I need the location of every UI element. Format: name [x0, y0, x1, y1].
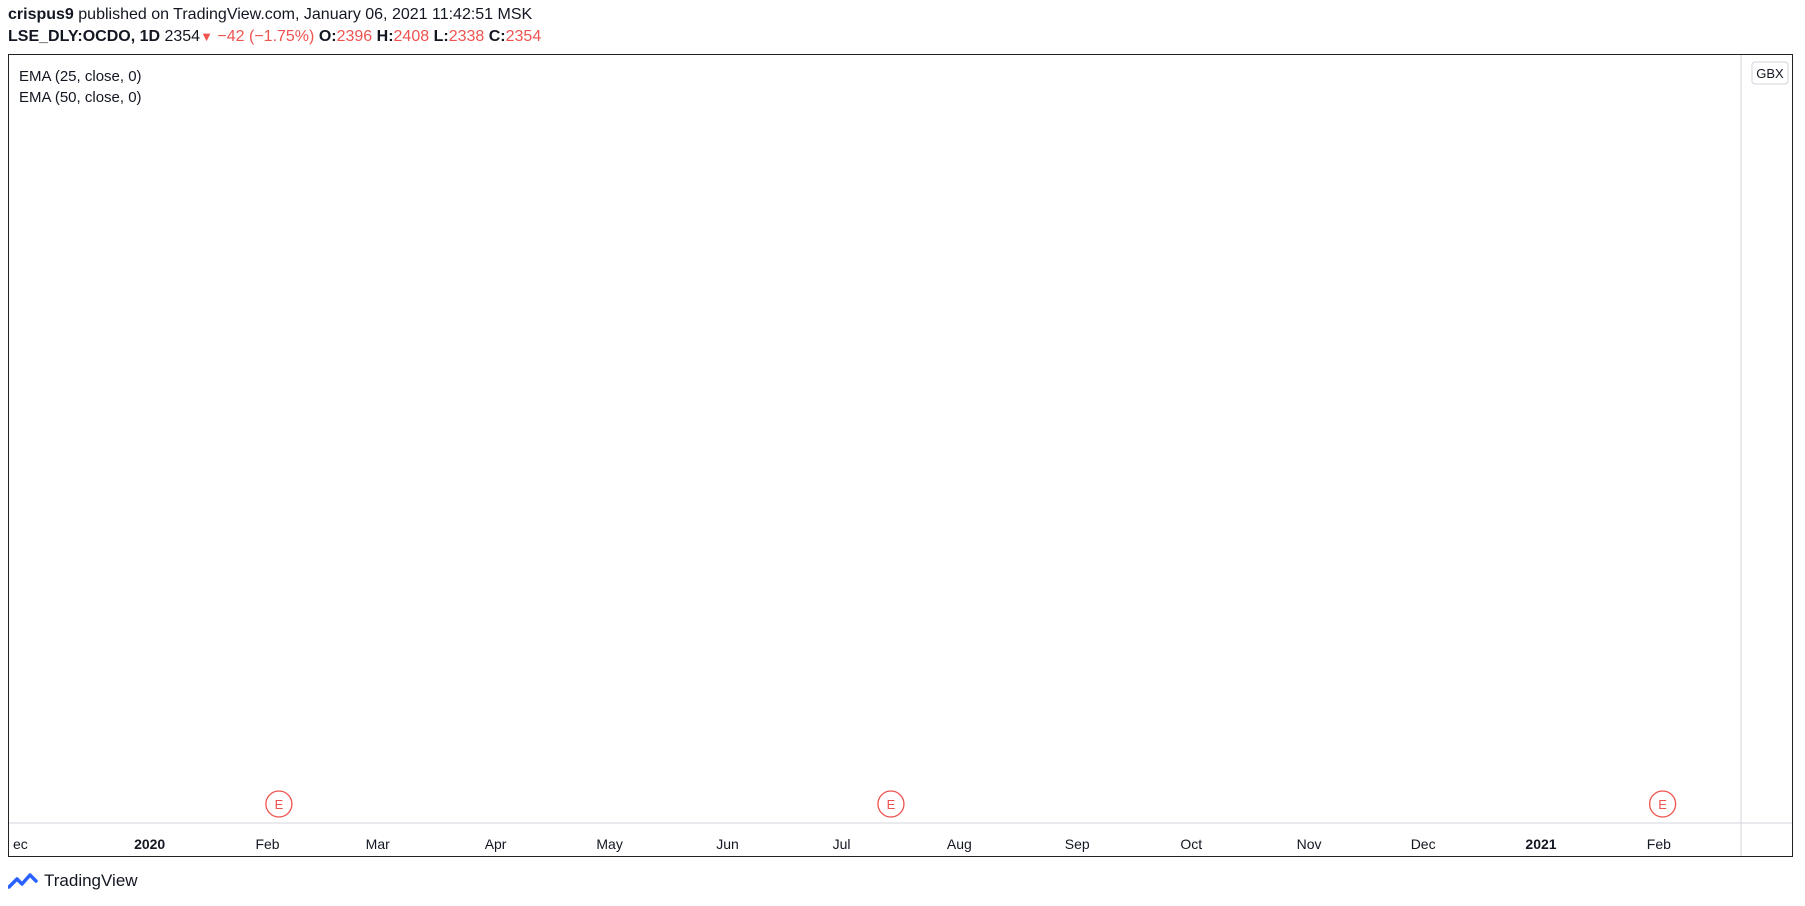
earnings-circle [877, 790, 905, 818]
earnings-label: E [275, 797, 284, 812]
earnings-marker: E [1648, 790, 1677, 818]
earnings-circle [1648, 790, 1677, 818]
close-value: 2354 [505, 28, 542, 45]
open-value: 2396 [336, 28, 373, 45]
x-tick-label: Dec [1411, 836, 1436, 852]
earnings-label: E [1658, 797, 1667, 812]
x-tick-label: Feb [255, 836, 279, 852]
indicator-legend: EMA (25, close, 0) EMA (50, close, 0) [19, 66, 142, 108]
ema50-legend[interactable]: EMA (50, close, 0) [19, 89, 142, 106]
price-change: −42 (−1.75%) [217, 28, 315, 45]
currency-badge-box [1751, 61, 1789, 85]
earnings-marker: E [265, 790, 293, 818]
symbol-info: LSE_DLY:OCDO, 1D 2354▼ −42 (−1.75%) O:23… [8, 28, 541, 46]
x-tick-label: Sep [1065, 836, 1090, 852]
chart-frame[interactable] [8, 54, 1793, 857]
x-tick-label: May [596, 836, 622, 852]
earnings-circle [265, 790, 293, 818]
high-label: H: [376, 28, 394, 45]
author-name[interactable]: crispus9 [8, 6, 74, 23]
x-tick-label: Apr [485, 836, 507, 852]
low-value: 2338 [448, 28, 485, 45]
last-price: 2354 [164, 28, 201, 45]
earnings-marker: E [877, 790, 905, 818]
close-label: C: [488, 28, 506, 45]
high-value: 2408 [393, 28, 430, 45]
ema25-legend[interactable]: EMA (25, close, 0) [19, 68, 142, 85]
low-label: L: [433, 28, 449, 45]
down-arrow-icon: ▼ [200, 29, 213, 44]
x-tick-label: 2020 [134, 836, 165, 852]
open-label: O: [318, 28, 337, 45]
x-tick-label: Jul [833, 836, 851, 852]
publish-info: crispus9 published on TradingView.com, J… [8, 6, 532, 24]
x-tick-label: ec [13, 836, 28, 852]
x-tick-label: 2021 [1525, 836, 1556, 852]
footer-brand[interactable]: TradingView [8, 871, 138, 891]
tradingview-logo-icon [8, 873, 38, 889]
plot-area: 0(2892)0.236(2447)0.382(2171)0.5(1948)0.… [265, 790, 1677, 818]
brand-name: TradingView [44, 871, 138, 890]
x-tick-label: Aug [947, 836, 972, 852]
x-tick-label: Mar [366, 836, 390, 852]
x-tick-label: Oct [1180, 836, 1202, 852]
symbol-label: LSE_DLY:OCDO, 1D [8, 28, 161, 45]
currency-label: GBX [1756, 66, 1784, 81]
published-text: published on TradingView.com, January 06… [78, 6, 533, 23]
currency-badge: GBX [1751, 61, 1789, 85]
x-tick-label: Nov [1297, 836, 1322, 852]
earnings-label: E [887, 797, 896, 812]
x-tick-label: Feb [1647, 836, 1671, 852]
x-tick-label: Jun [716, 836, 739, 852]
